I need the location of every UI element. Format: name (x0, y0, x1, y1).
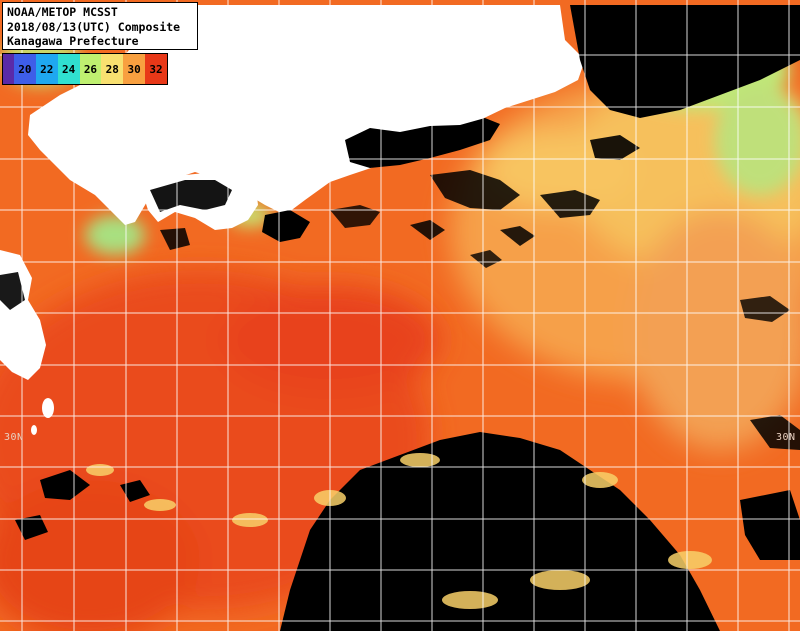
legend-cell-24: 24 (57, 54, 80, 84)
color-scale-legend: 20 22 24 26 28 30 32 (2, 53, 168, 85)
title-line-2: 2018/08/13(UTC) Composite (7, 19, 181, 34)
lat-label-left: 30N (4, 432, 24, 443)
title-line-1: NOAA/METOP MCSST (7, 5, 118, 19)
legend-cell-26: 26 (79, 54, 102, 84)
lat-label-right: 30N (776, 432, 796, 443)
legend-cell-22: 22 (35, 54, 58, 84)
legend-cell-32: 32 (145, 54, 167, 84)
legend-cell-20: 20 (13, 54, 36, 84)
cloud-cover (0, 5, 800, 631)
legend-cell-28: 28 (101, 54, 124, 84)
legend-cell-30: 30 (123, 54, 146, 84)
title-line-3: Kanagawa Prefecture (7, 34, 139, 48)
title-box: NOAA/METOP MCSST 2018/08/13(UTC) Composi… (2, 2, 198, 50)
legend-cell-0 (3, 54, 14, 84)
